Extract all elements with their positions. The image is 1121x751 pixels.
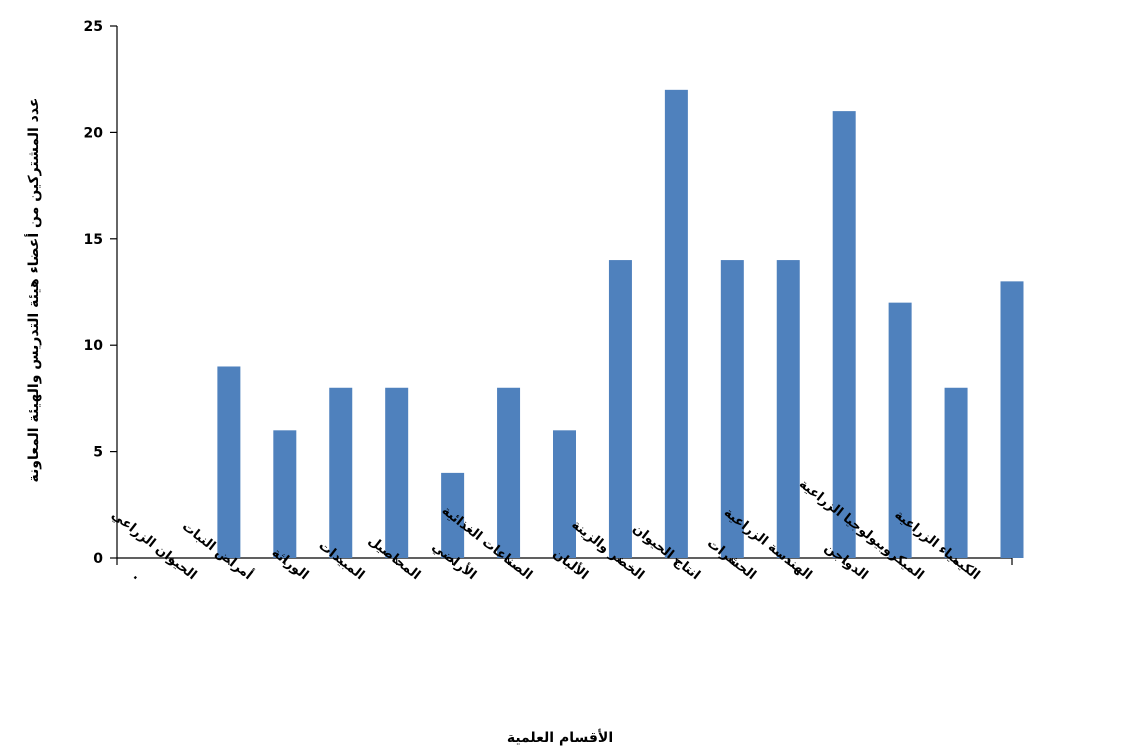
x-tick-label: . bbox=[130, 568, 143, 583]
y-tick-label: 10 bbox=[84, 338, 104, 354]
bars bbox=[217, 89, 1024, 559]
bar bbox=[329, 387, 353, 558]
y-tick-label: 15 bbox=[84, 232, 103, 248]
bar bbox=[273, 430, 297, 558]
bar bbox=[608, 260, 632, 558]
bar bbox=[217, 366, 241, 558]
y-tick-label: 5 bbox=[93, 445, 103, 461]
y-tick-label: 20 bbox=[84, 125, 104, 141]
bar bbox=[441, 472, 465, 558]
x-axis-title: الأقسام العلمية bbox=[507, 729, 613, 746]
y-tick-label: 25 bbox=[84, 19, 103, 35]
bar bbox=[776, 260, 800, 558]
bar bbox=[832, 111, 856, 559]
y-tick-label: 0 bbox=[93, 551, 103, 567]
bar bbox=[385, 387, 409, 558]
bar bbox=[664, 89, 688, 558]
bar bbox=[553, 430, 576, 558]
y-axis-title: عدد المشتركين من أعضاء هيئة التدريس واله… bbox=[24, 98, 42, 483]
bar bbox=[944, 387, 968, 558]
bar bbox=[888, 302, 912, 558]
bar bbox=[497, 387, 521, 558]
y-axis: 0 5 10 15 20 25 bbox=[84, 19, 118, 567]
bar bbox=[720, 260, 744, 558]
bar bbox=[1000, 281, 1024, 558]
x-tick-label: الحيوان الزراعي bbox=[108, 508, 199, 584]
